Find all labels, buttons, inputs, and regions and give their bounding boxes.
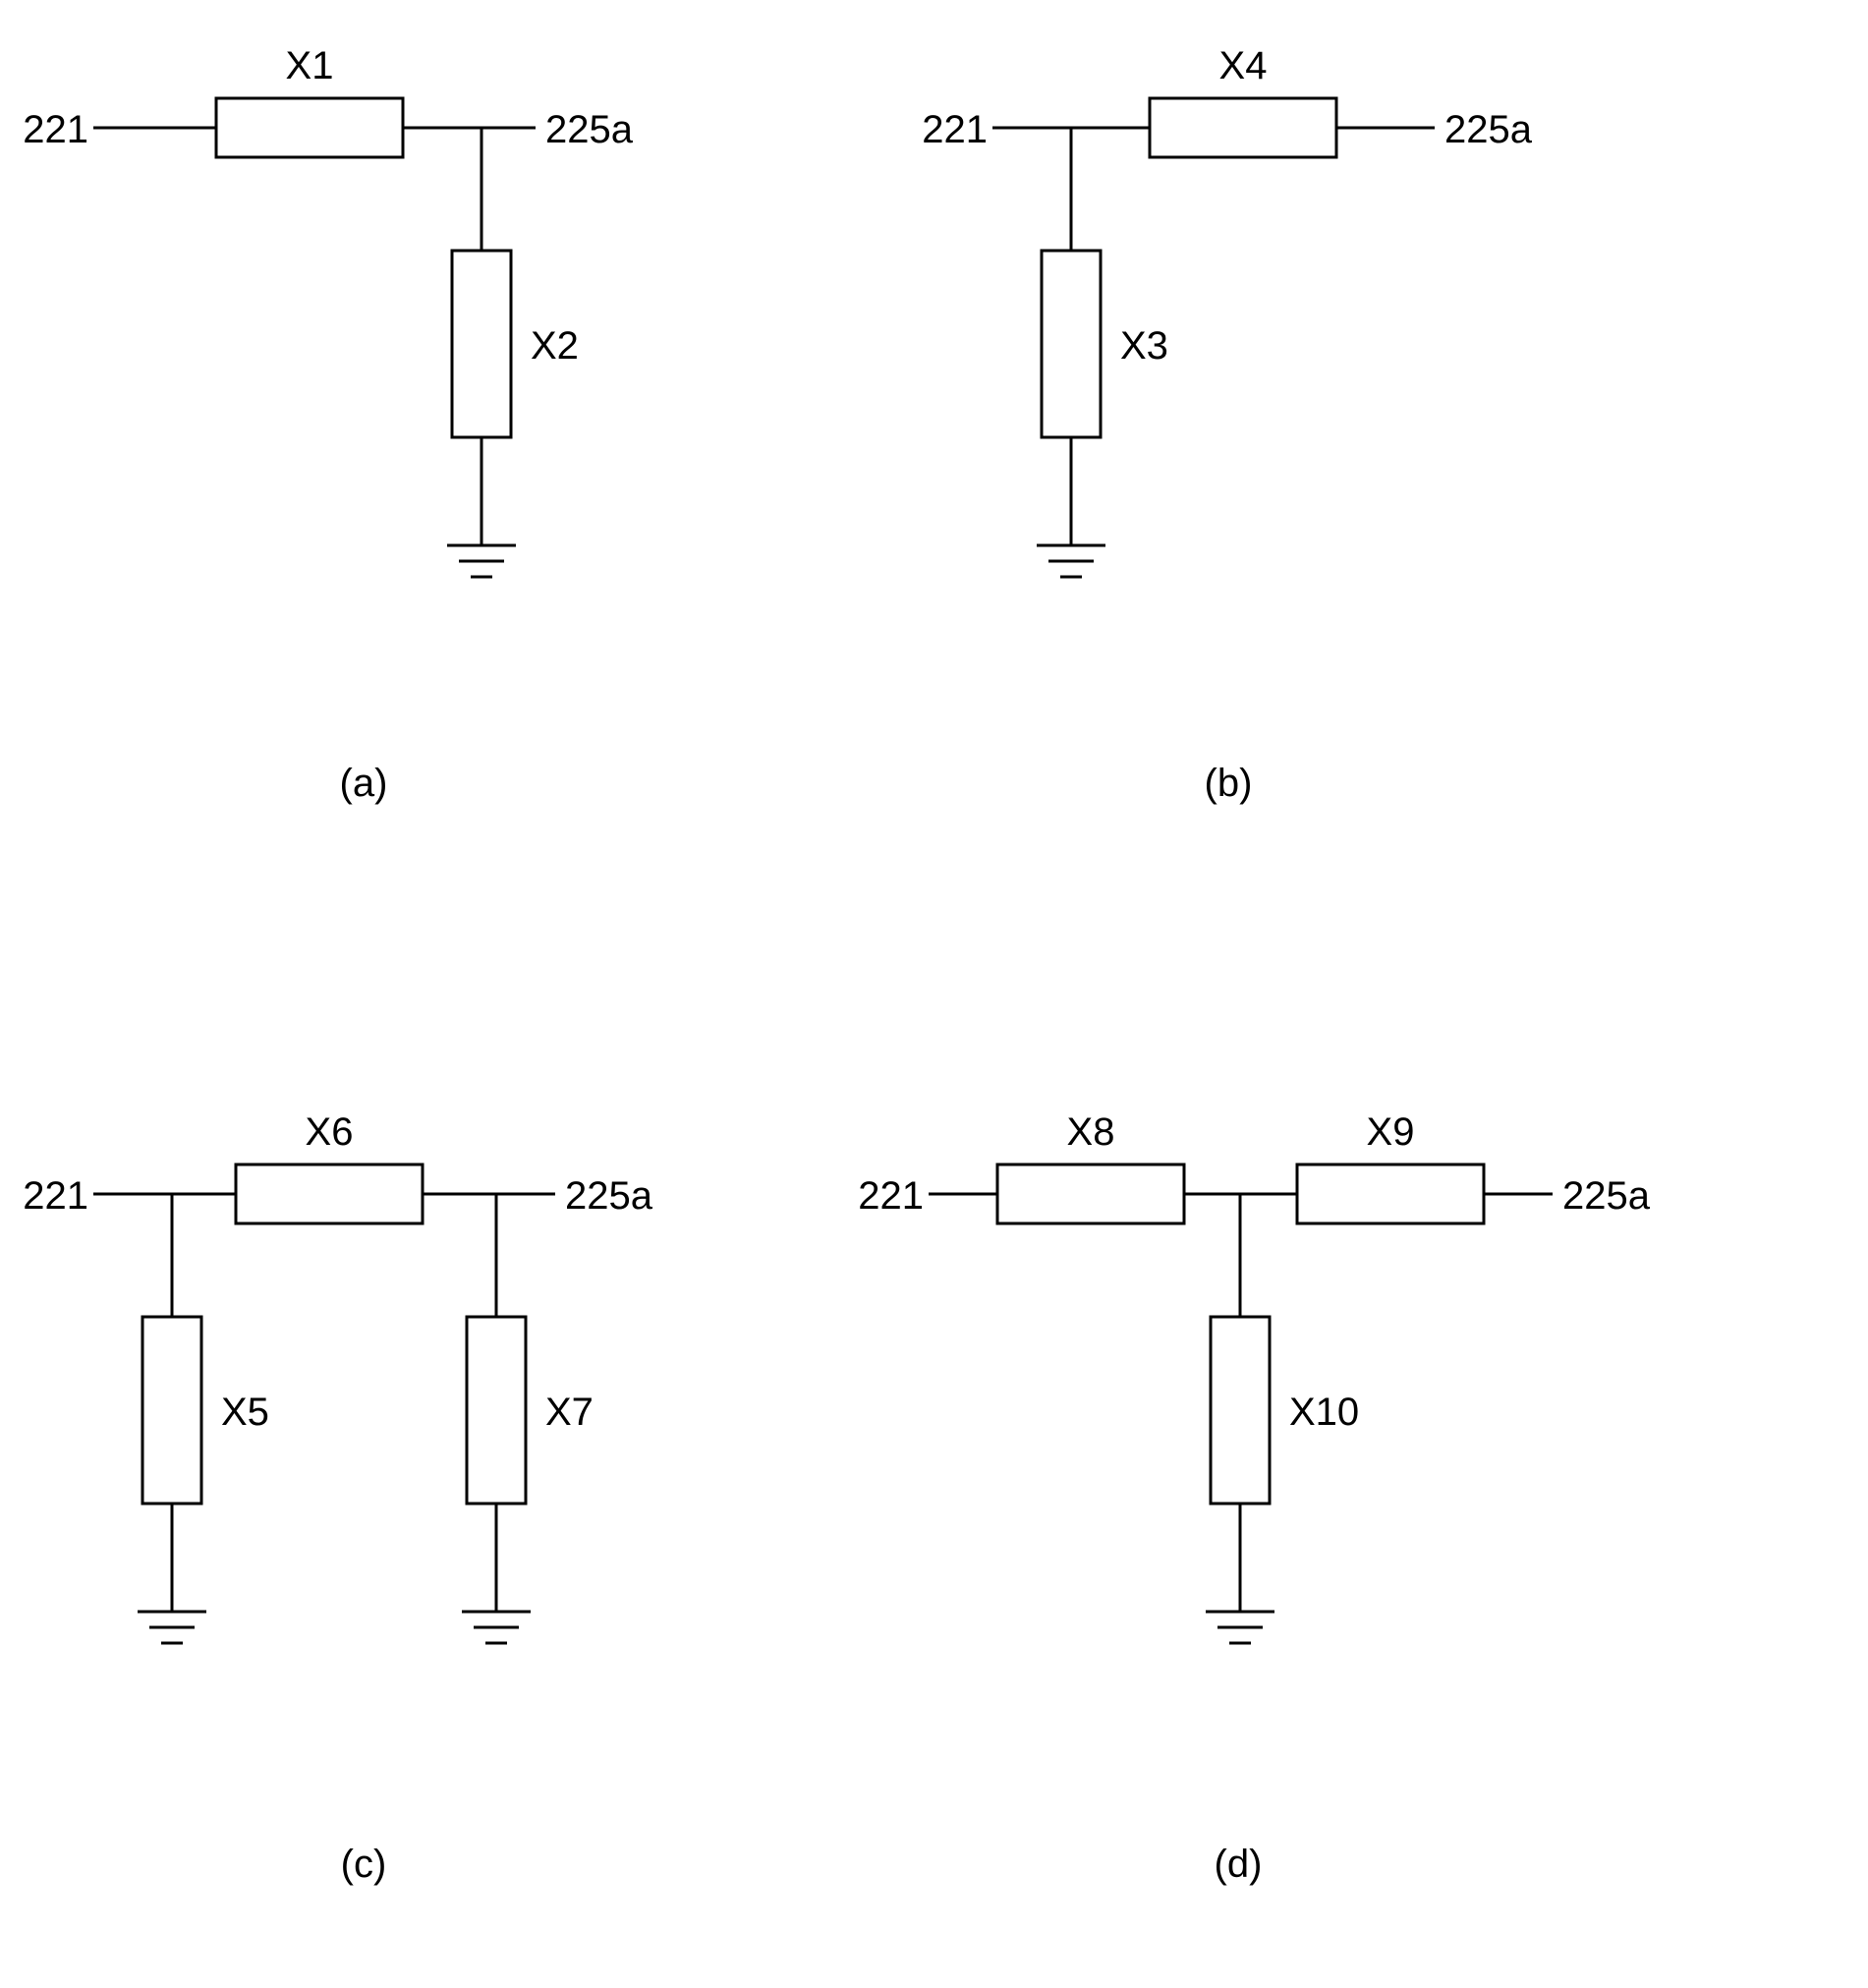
component-x7-label: X7 (545, 1391, 594, 1434)
ground-icon (138, 1612, 206, 1643)
component-x10 (1211, 1317, 1270, 1504)
component-x6 (236, 1164, 423, 1223)
component-x3 (1042, 251, 1101, 437)
circuit-d: 221 225a X8 X9 X10 (d) (858, 1110, 1650, 1886)
port-left-label: 221 (23, 1174, 88, 1218)
circuit-b: 221 225a X4 X3 (b) (922, 44, 1532, 805)
caption-c: (c) (341, 1843, 387, 1886)
component-x9-label: X9 (1367, 1110, 1415, 1154)
ground-icon (1206, 1612, 1274, 1643)
component-x9 (1297, 1164, 1484, 1223)
component-x3-label: X3 (1120, 324, 1168, 368)
ground-icon (447, 545, 516, 577)
caption-a: (a) (340, 762, 388, 805)
component-x4 (1150, 98, 1336, 157)
port-left-label: 221 (23, 108, 88, 151)
component-x8 (997, 1164, 1184, 1223)
caption-d: (d) (1215, 1843, 1263, 1886)
port-right-label: 225a (565, 1174, 653, 1218)
ground-icon (1037, 545, 1105, 577)
ground-icon (462, 1612, 531, 1643)
caption-b: (b) (1205, 762, 1253, 805)
component-x5 (142, 1317, 201, 1504)
port-right-label: 225a (1562, 1174, 1651, 1218)
component-x1 (216, 98, 403, 157)
component-x7 (467, 1317, 526, 1504)
circuit-c: 221 225a X6 X5 X7 (c) (23, 1110, 652, 1886)
component-x5-label: X5 (221, 1391, 269, 1434)
component-x1-label: X1 (286, 44, 334, 87)
port-left-label: 221 (922, 108, 988, 151)
port-left-label: 221 (858, 1174, 924, 1218)
component-x10-label: X10 (1289, 1391, 1359, 1434)
port-right-label: 225a (1444, 108, 1533, 151)
component-x4-label: X4 (1219, 44, 1268, 87)
circuit-a: 221 225a X1 X2 (a) (23, 44, 633, 805)
component-x8-label: X8 (1067, 1110, 1115, 1154)
component-x6-label: X6 (306, 1110, 354, 1154)
component-x2 (452, 251, 511, 437)
port-right-label: 225a (545, 108, 634, 151)
component-x2-label: X2 (531, 324, 579, 368)
